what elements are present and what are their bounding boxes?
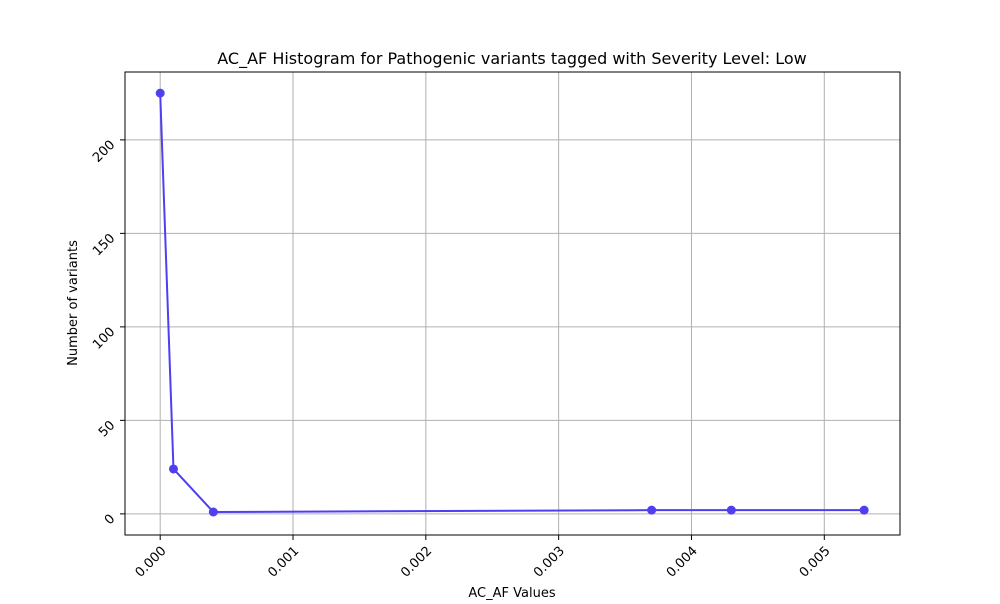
chart-title: AC_AF Histogram for Pathogenic variants … <box>217 49 806 69</box>
x-tick-label: 0.002 <box>398 544 435 581</box>
y-tick-label: 100 <box>90 325 118 353</box>
x-tick-label: 0.004 <box>664 544 701 581</box>
grid <box>125 72 900 535</box>
data-point <box>155 88 165 98</box>
y-tick-label: 150 <box>90 231 118 259</box>
x-tick-label: 0.001 <box>265 544 302 581</box>
data-point <box>726 505 736 515</box>
data-point <box>168 464 178 474</box>
x-tick-label: 0.000 <box>133 544 170 581</box>
y-axis-label: Number of variants <box>66 240 81 366</box>
x-tick-label: 0.005 <box>797 544 834 581</box>
y-tick-label: 200 <box>90 138 118 166</box>
x-tick-label: 0.003 <box>531 544 568 581</box>
x-axis-label: AC_AF Values <box>468 586 555 600</box>
data-series <box>155 88 869 517</box>
y-tick-label: 50 <box>96 418 118 440</box>
data-point <box>859 505 869 515</box>
data-point <box>647 505 657 515</box>
data-point <box>208 507 218 517</box>
y-tick-label: 0 <box>102 512 118 528</box>
plot-area-frame <box>124 71 901 536</box>
series-line <box>159 93 865 513</box>
